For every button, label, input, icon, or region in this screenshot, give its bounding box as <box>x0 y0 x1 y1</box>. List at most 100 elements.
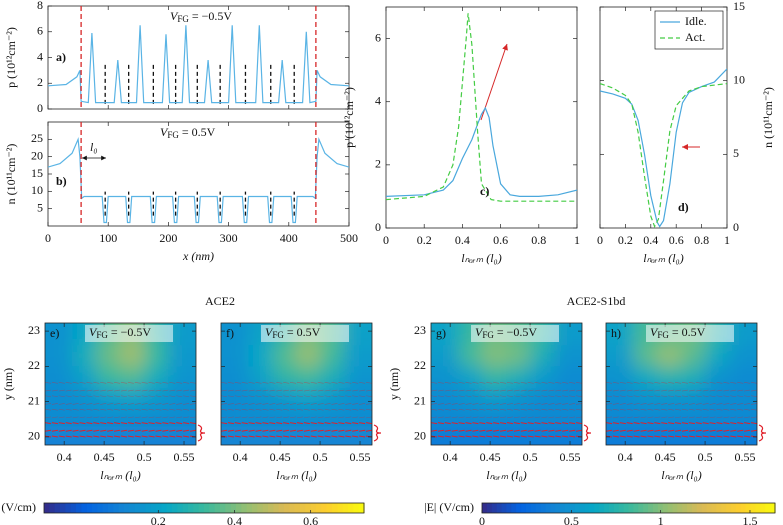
field-arrow <box>619 389 626 392</box>
colorbar-segment <box>193 503 200 513</box>
field-arrow <box>310 422 317 425</box>
field-arrow <box>688 435 695 438</box>
field-arrow <box>451 389 458 392</box>
field-arrow <box>120 403 128 405</box>
field-arrow <box>338 408 345 411</box>
field-arrow <box>296 435 304 438</box>
field-arrow <box>493 395 500 398</box>
field-cell <box>320 366 345 389</box>
x-tick-label: 0.6 <box>669 233 684 247</box>
field-arrow <box>86 408 93 411</box>
field-arrow <box>619 382 626 384</box>
field-arrow <box>479 429 486 432</box>
plot-frame <box>220 322 373 446</box>
field-arrow <box>723 416 730 419</box>
y-tick-label: 0 <box>733 220 739 234</box>
field-arrow <box>444 408 451 411</box>
colorbar-segment <box>300 503 306 513</box>
colorbar-segment <box>672 503 678 513</box>
field-arrow <box>562 422 569 425</box>
field-arrow <box>134 429 141 432</box>
field-arrow <box>107 389 114 392</box>
field-arrow <box>674 403 682 405</box>
field-arrow <box>506 435 514 438</box>
field-arrow <box>65 416 72 419</box>
field-arrow <box>148 395 155 398</box>
colorbar-segment <box>667 503 674 513</box>
field-arrow <box>716 382 723 384</box>
colorbar-segment <box>70 503 77 513</box>
field-arrow <box>183 429 190 432</box>
field-arrow <box>737 429 744 432</box>
period-label: l₀ <box>90 140 98 154</box>
colorbar-segment <box>643 503 649 513</box>
field-arrow <box>431 389 438 392</box>
field-cell <box>272 345 297 367</box>
field-arrow <box>681 395 689 398</box>
field-arrow <box>737 403 744 405</box>
field-arrow <box>155 422 162 425</box>
field-arrow <box>359 416 366 419</box>
field-arrow <box>93 395 100 398</box>
field-arrow <box>120 408 128 411</box>
field-arrow <box>606 429 613 432</box>
field-arrow <box>276 408 283 411</box>
gate-voltage-symbol: V <box>650 325 659 339</box>
field-arrow <box>269 403 276 405</box>
field-arrow <box>113 408 121 411</box>
field-arrow <box>276 382 283 384</box>
field-arrow <box>234 435 241 438</box>
field-arrow <box>458 389 465 392</box>
field-arrow <box>269 395 276 398</box>
colorbar-segment <box>770 503 776 513</box>
field-arrow <box>331 416 338 419</box>
field-arrow <box>534 429 541 432</box>
field-arrow <box>737 389 744 392</box>
field-arrow <box>527 429 534 432</box>
field-cell <box>554 345 582 367</box>
field-cell <box>221 323 249 346</box>
colorbar-segment <box>687 503 693 513</box>
field-arrow <box>162 389 169 392</box>
field-arrow <box>493 422 500 425</box>
field-arrow <box>176 403 183 405</box>
field-arrow <box>506 395 514 398</box>
colorbar-segment <box>278 503 285 513</box>
field-arrow <box>183 395 190 398</box>
field-arrow <box>750 403 757 405</box>
field-arrow <box>162 429 169 432</box>
panel-label: c) <box>480 184 489 198</box>
field-arrow <box>176 416 183 419</box>
field-arrow <box>169 416 176 419</box>
field-arrow <box>296 416 304 419</box>
field-arrow <box>569 389 576 392</box>
field-arrow <box>303 389 310 392</box>
field-arrow <box>134 422 141 425</box>
field-arrow <box>744 435 751 438</box>
field-cell <box>296 387 321 410</box>
field-arrow <box>661 416 668 419</box>
field-arrow <box>458 422 465 425</box>
field-cell <box>506 345 531 367</box>
field-cell <box>344 345 372 367</box>
field-arrow <box>633 395 640 398</box>
field-arrow <box>248 382 255 384</box>
surface-brace <box>583 424 592 442</box>
field-cell <box>705 366 730 389</box>
field-arrow <box>331 389 338 392</box>
field-cell <box>482 366 507 389</box>
colorbar-segment <box>731 503 737 513</box>
plot-frame <box>599 6 728 229</box>
field-arrow <box>730 435 737 438</box>
field-arrow <box>472 403 479 405</box>
field-cell <box>633 345 658 367</box>
field-arrow <box>716 435 723 438</box>
field-arrow <box>241 435 248 438</box>
field-arrow <box>289 429 297 432</box>
field-arrow <box>513 416 520 419</box>
field-arrow <box>647 382 654 384</box>
colorbar-segment <box>525 503 532 513</box>
field-arrow <box>709 403 716 405</box>
surface-brace <box>197 424 206 442</box>
gate-voltage-subscript: FG <box>657 330 669 340</box>
